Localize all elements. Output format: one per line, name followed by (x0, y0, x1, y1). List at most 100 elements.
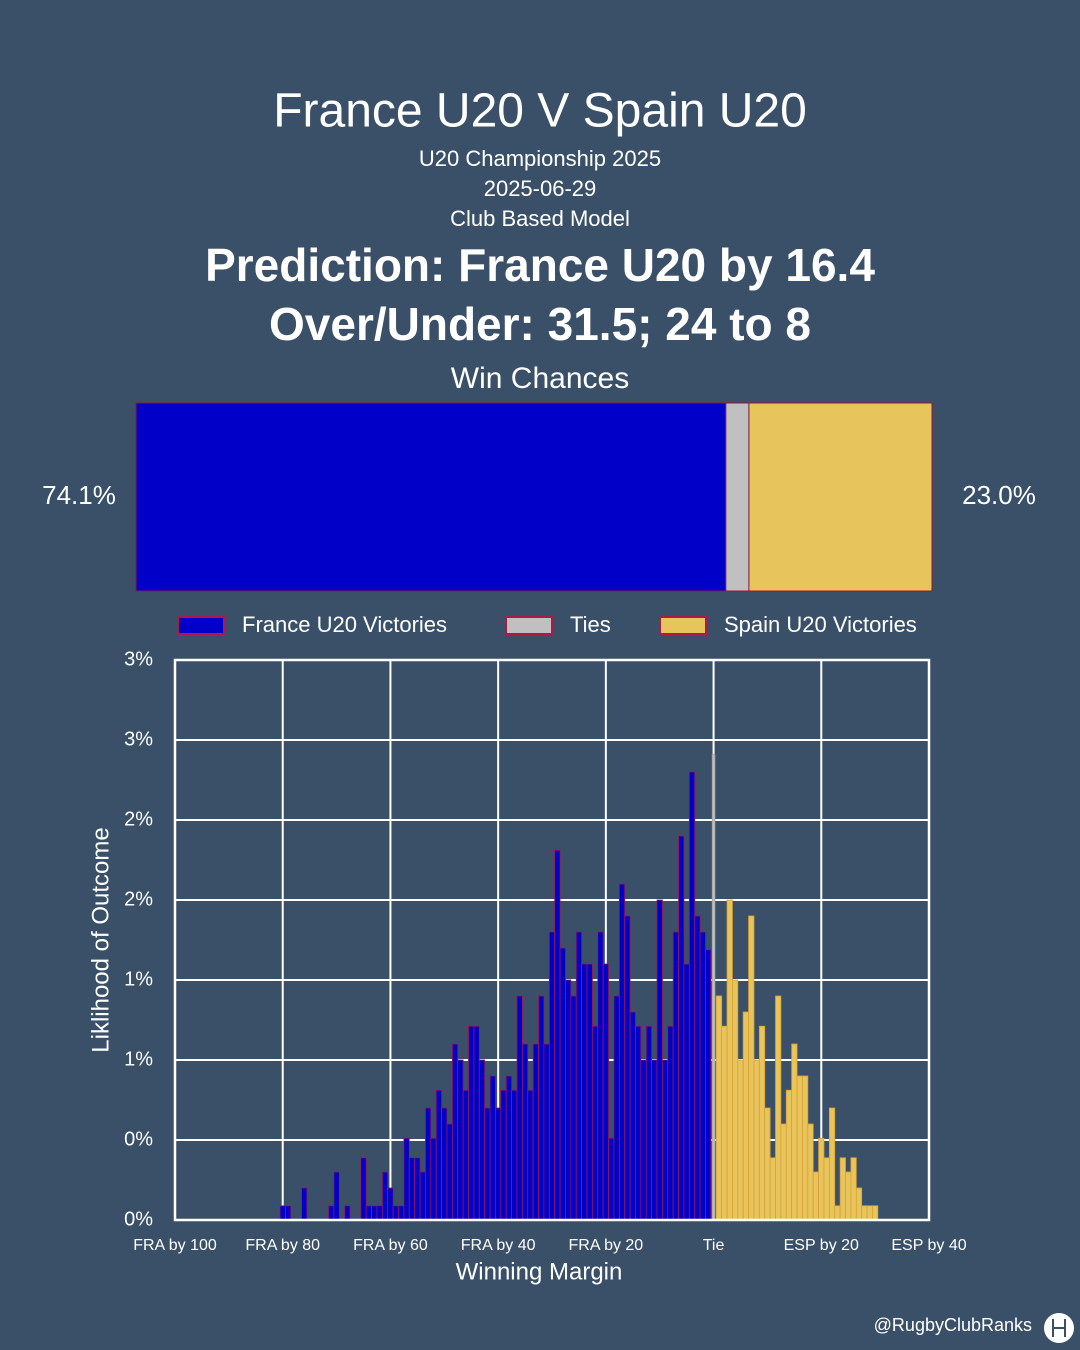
y-tick-label: 3% (124, 728, 153, 750)
bar (807, 1123, 814, 1221)
legend-label: Spain U20 Victories (724, 612, 917, 637)
bar (672, 931, 679, 1221)
bar (495, 1107, 502, 1221)
bar (516, 995, 523, 1221)
bar (554, 849, 561, 1221)
bar (543, 1043, 550, 1221)
handle: @RugbyClubRanks (874, 1315, 1032, 1335)
bar (430, 1137, 437, 1221)
bar (769, 1157, 776, 1221)
bar (866, 1205, 873, 1221)
logo-mark (1052, 1319, 1066, 1337)
bar (678, 835, 685, 1221)
bar (403, 1137, 410, 1221)
bar (511, 1089, 518, 1221)
bar (785, 1089, 793, 1221)
bar (376, 1205, 383, 1221)
bar (435, 1089, 442, 1221)
bar (371, 1205, 378, 1221)
bar (823, 1157, 830, 1221)
over-under: Over/Under: 31.5; 24 to 8 (269, 298, 811, 350)
bar (629, 1011, 636, 1221)
competition: U20 Championship 2025 (419, 146, 661, 171)
x-tick-label: Tie (703, 1237, 725, 1254)
bar (834, 1205, 841, 1221)
bar (764, 1107, 771, 1221)
bar (656, 899, 663, 1221)
y-tick-label: 1% (124, 1048, 153, 1070)
bar (408, 1157, 416, 1221)
bar (780, 1123, 787, 1221)
bar (597, 931, 604, 1221)
bar (775, 995, 782, 1221)
bar (608, 1137, 615, 1221)
bar (839, 1157, 846, 1221)
y-tick-label: 3% (124, 648, 153, 670)
plot-frame (173, 658, 931, 1222)
bar (802, 1075, 809, 1221)
bar (715, 995, 723, 1221)
bar (861, 1205, 868, 1221)
bar (279, 1205, 286, 1221)
x-tick-label: ESP by 40 (891, 1237, 966, 1254)
y-tick-label: 1% (124, 968, 153, 990)
bar (667, 1025, 674, 1221)
bar (414, 1157, 421, 1221)
bar (365, 1205, 372, 1221)
value-label: 74.1% (42, 480, 116, 510)
bar (732, 979, 739, 1221)
bar (645, 1025, 653, 1221)
date: 2025-06-29 (484, 176, 597, 201)
bar (301, 1187, 308, 1221)
bar (753, 1059, 760, 1221)
bar (796, 1075, 803, 1221)
bar (462, 1089, 469, 1221)
bar (618, 883, 626, 1221)
bar (484, 1107, 491, 1221)
title: France U20 V Spain U20 (273, 85, 807, 138)
bar (451, 1043, 459, 1221)
bar (425, 1107, 432, 1221)
bar (328, 1205, 335, 1221)
bar (758, 1025, 766, 1221)
x-tick-label: FRA by 20 (569, 1237, 644, 1254)
bar (344, 1205, 351, 1221)
bar (581, 963, 588, 1221)
bar (742, 1011, 749, 1221)
bar (721, 1025, 728, 1221)
legend-swatch (177, 616, 225, 635)
bar (694, 915, 701, 1221)
bar (635, 1025, 642, 1221)
bar (818, 1137, 825, 1221)
win-segment (725, 402, 750, 592)
bar (855, 1187, 863, 1221)
bar (505, 1075, 513, 1221)
bar (446, 1123, 453, 1221)
y-tick-label: 0% (124, 1208, 153, 1230)
bar (613, 995, 620, 1221)
legend-swatch (659, 616, 707, 635)
bar (591, 1025, 599, 1221)
bar (812, 1171, 819, 1221)
bar (548, 931, 556, 1221)
legend-label: Ties (570, 612, 611, 637)
bar (473, 1025, 480, 1221)
x-tick-label: ESP by 20 (784, 1237, 859, 1254)
bar (419, 1171, 426, 1221)
x-tick-label: FRA by 40 (461, 1237, 536, 1254)
bar (699, 931, 706, 1221)
bar (683, 963, 690, 1221)
bar (478, 1059, 486, 1221)
bar (360, 1157, 367, 1221)
bar (457, 1059, 464, 1221)
y-tick-label: 2% (124, 888, 153, 910)
bar (872, 1205, 879, 1221)
bar (575, 931, 583, 1221)
x-tick-label: FRA by 60 (353, 1237, 428, 1254)
legend-label: France U20 Victories (242, 612, 447, 637)
bar (711, 753, 716, 1221)
bar (565, 979, 572, 1221)
y-axis-label: Liklihood of Outcome (87, 827, 114, 1052)
bar (559, 947, 566, 1221)
